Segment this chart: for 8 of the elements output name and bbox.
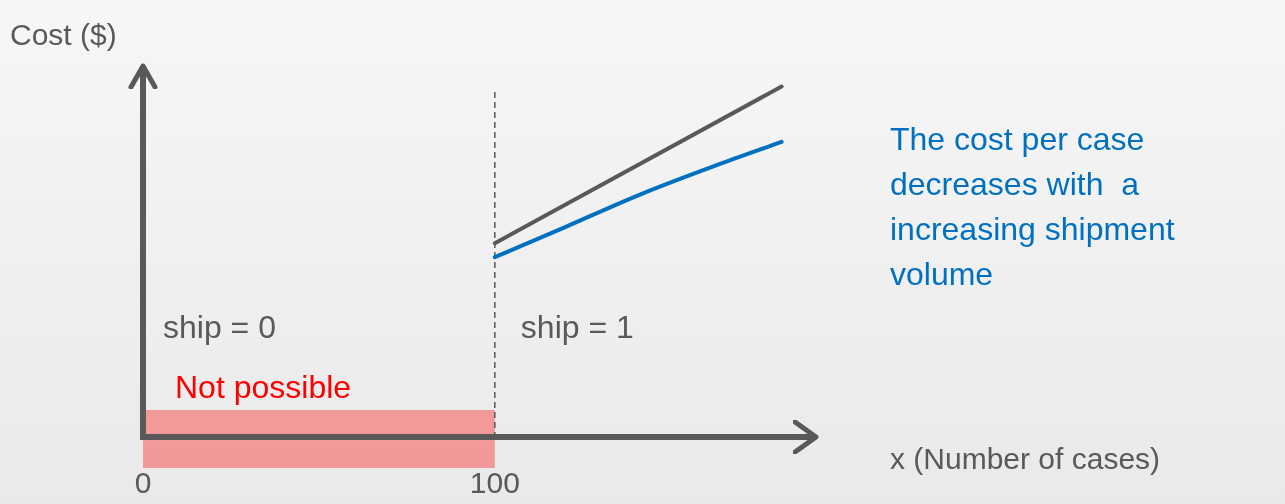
y-axis-title: Cost ($): [10, 18, 117, 51]
x-tick-label: 0: [134, 466, 152, 500]
annotation: ship = 1: [520, 309, 634, 345]
band-label: Not possible: [175, 369, 352, 405]
annotation: ship = 0: [163, 309, 276, 345]
x-axis-title: x (Number of cases): [890, 442, 1161, 475]
text: The cost per case decreases with a increasing shipment volume: [890, 121, 1175, 292]
x-tick-label: 100: [469, 466, 520, 500]
